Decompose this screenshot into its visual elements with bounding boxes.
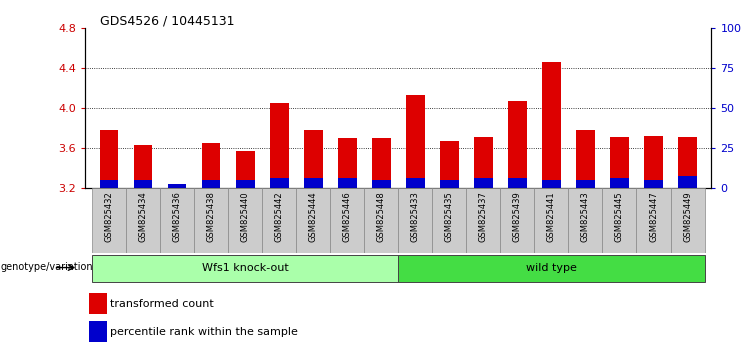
Bar (126, 188, 160, 253)
Text: GSM825447: GSM825447 (649, 191, 658, 242)
Bar (194, 188, 228, 253)
Bar (671, 188, 705, 253)
Bar (637, 188, 671, 253)
Text: GDS4526 / 10445131: GDS4526 / 10445131 (100, 14, 235, 27)
Bar (160, 188, 194, 253)
Text: GSM825436: GSM825436 (173, 191, 182, 242)
Bar (542, 180, 561, 188)
Bar (167, 184, 187, 188)
Bar (92, 188, 126, 253)
Bar (304, 130, 322, 188)
Bar (406, 95, 425, 188)
Text: GSM825446: GSM825446 (343, 191, 352, 242)
Text: GSM825434: GSM825434 (139, 191, 147, 242)
Bar (133, 145, 153, 188)
Text: percentile rank within the sample: percentile rank within the sample (110, 327, 298, 337)
Bar (304, 178, 322, 188)
Bar (466, 188, 500, 253)
Bar (542, 62, 561, 188)
Text: wild type: wild type (526, 263, 576, 273)
Bar (644, 136, 663, 188)
Bar (133, 180, 153, 188)
Text: GSM825448: GSM825448 (376, 191, 386, 242)
Bar (406, 178, 425, 188)
Text: GSM825444: GSM825444 (309, 191, 318, 241)
Bar (372, 138, 391, 188)
Text: GSM825449: GSM825449 (683, 191, 692, 241)
Bar (432, 188, 466, 253)
Text: GSM825439: GSM825439 (513, 191, 522, 242)
Bar (202, 180, 221, 188)
Bar (100, 180, 119, 188)
Bar (365, 188, 399, 253)
Bar (330, 188, 365, 253)
Bar (399, 188, 432, 253)
Bar (167, 185, 187, 188)
Text: GSM825445: GSM825445 (615, 191, 624, 241)
Text: GSM825435: GSM825435 (445, 191, 453, 242)
Bar (568, 188, 602, 253)
Bar (92, 255, 399, 282)
Bar (236, 180, 254, 188)
Text: GSM825441: GSM825441 (547, 191, 556, 241)
Bar (678, 176, 697, 188)
Bar (270, 178, 288, 188)
Bar (399, 255, 705, 282)
Bar (270, 103, 288, 188)
Text: GSM825442: GSM825442 (275, 191, 284, 241)
Bar (296, 188, 330, 253)
Bar (508, 178, 527, 188)
Text: GSM825438: GSM825438 (207, 191, 216, 242)
Text: Wfs1 knock-out: Wfs1 knock-out (202, 263, 288, 273)
Bar (610, 137, 629, 188)
Text: transformed count: transformed count (110, 298, 213, 309)
Text: GSM825440: GSM825440 (241, 191, 250, 241)
Bar (228, 188, 262, 253)
Bar (610, 178, 629, 188)
Bar (508, 101, 527, 188)
Text: GSM825437: GSM825437 (479, 191, 488, 242)
Bar (372, 180, 391, 188)
Bar (89, 321, 107, 342)
Bar (576, 130, 595, 188)
Bar (534, 188, 568, 253)
Text: genotype/variation: genotype/variation (1, 262, 93, 272)
Bar (474, 178, 493, 188)
Bar (440, 141, 459, 188)
Bar (602, 188, 637, 253)
Bar (440, 180, 459, 188)
Bar (89, 293, 107, 314)
Bar (100, 130, 119, 188)
Text: GSM825443: GSM825443 (581, 191, 590, 242)
Bar (474, 137, 493, 188)
Bar (202, 143, 221, 188)
Bar (678, 137, 697, 188)
Text: GSM825433: GSM825433 (411, 191, 420, 242)
Bar (644, 180, 663, 188)
Bar (236, 151, 254, 188)
Bar (338, 138, 356, 188)
Bar (338, 178, 356, 188)
Bar (262, 188, 296, 253)
Bar (500, 188, 534, 253)
Text: GSM825432: GSM825432 (104, 191, 113, 242)
Bar (576, 180, 595, 188)
